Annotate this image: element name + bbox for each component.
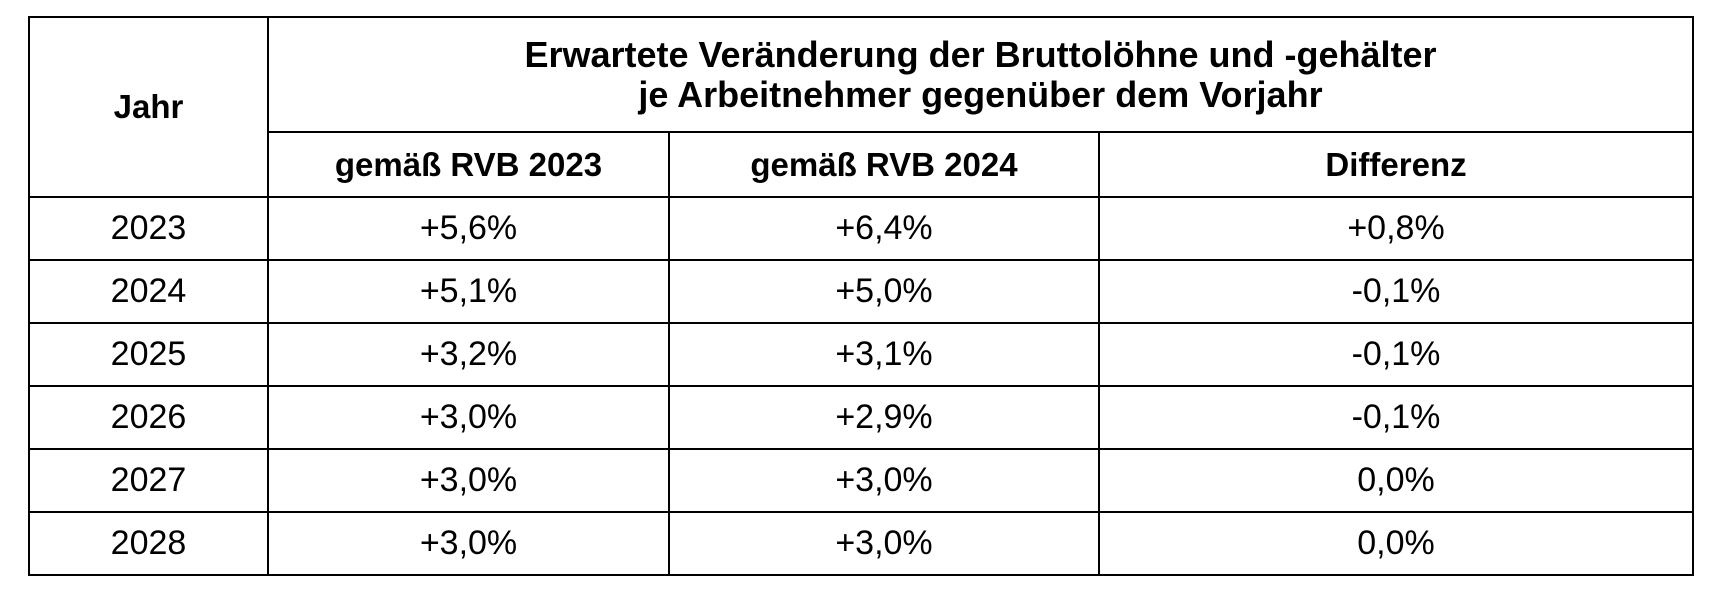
cell-year: 2027 — [28, 448, 269, 513]
cell-difference: -0,1% — [1097, 322, 1695, 387]
cell-difference: +0,8% — [1097, 196, 1695, 261]
column-header-rvb-2023: gemäß RVB 2023 — [267, 131, 670, 198]
cell-year: 2028 — [28, 511, 269, 576]
cell-difference: -0,1% — [1097, 259, 1695, 324]
cell-difference: 0,0% — [1097, 448, 1695, 513]
table-title-line-2: je Arbeitnehmer gegenüber dem Vorjahr — [638, 73, 1323, 115]
cell-rvb-2023: +5,6% — [267, 196, 670, 261]
cell-rvb-2024: +5,0% — [668, 259, 1100, 324]
cell-rvb-2024: +2,9% — [668, 385, 1100, 450]
table-row: 2027 +3,0% +3,0% 0,0% — [28, 448, 1695, 513]
cell-difference: 0,0% — [1097, 511, 1695, 576]
table-row: 2028 +3,0% +3,0% 0,0% — [28, 511, 1695, 576]
table-row: 2026 +3,0% +2,9% -0,1% — [28, 385, 1695, 450]
cell-year: 2023 — [28, 196, 269, 261]
cell-rvb-2024: +6,4% — [668, 196, 1100, 261]
cell-rvb-2024: +3,0% — [668, 511, 1100, 576]
column-header-differenz: Differenz — [1097, 131, 1695, 198]
table-row: 2023 +5,6% +6,4% +0,8% — [28, 196, 1695, 261]
table-title: Erwartete Veränderung der Bruttolöhne un… — [266, 15, 1695, 134]
cell-rvb-2024: +3,1% — [668, 322, 1100, 387]
cell-year: 2026 — [28, 385, 269, 450]
cell-difference: -0,1% — [1097, 385, 1695, 450]
table-row: 2024 +5,1% +5,0% -0,1% — [28, 259, 1695, 324]
table-row: 2025 +3,2% +3,1% -0,1% — [28, 322, 1695, 387]
cell-rvb-2023: +3,2% — [267, 322, 670, 387]
cell-year: 2024 — [28, 259, 269, 324]
column-header-rvb-2024: gemäß RVB 2024 — [668, 131, 1100, 198]
table-title-line-1: Erwartete Veränderung der Bruttolöhne un… — [524, 33, 1437, 75]
cell-rvb-2023: +5,1% — [267, 259, 670, 324]
year-column-header: Jahr — [28, 16, 269, 198]
cell-rvb-2023: +3,0% — [267, 448, 670, 513]
wage-change-table: Jahr Erwartete Veränderung der Bruttolöh… — [28, 15, 1695, 576]
cell-rvb-2023: +3,0% — [267, 385, 670, 450]
cell-rvb-2023: +3,0% — [267, 511, 670, 576]
cell-year: 2025 — [28, 322, 269, 387]
header-row-sub: gemäß RVB 2023 gemäß RVB 2024 Differenz — [29, 131, 1695, 198]
cell-rvb-2024: +3,0% — [668, 448, 1100, 513]
header-row-main: Jahr Erwartete Veränderung der Bruttolöh… — [28, 15, 1695, 198]
